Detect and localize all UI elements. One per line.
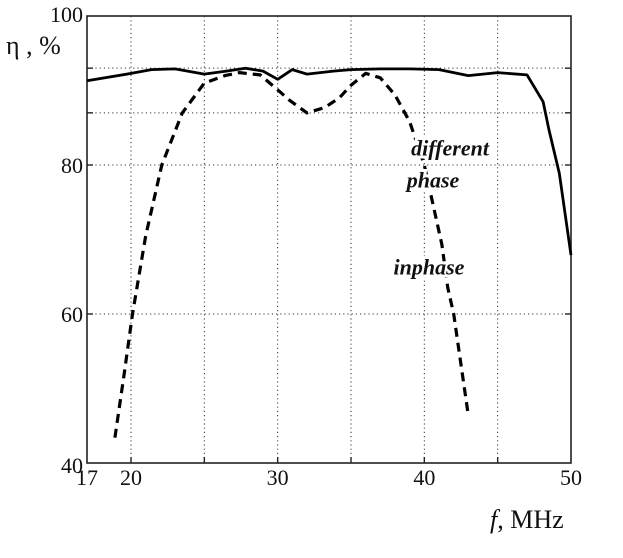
- y-tick-label: 100: [50, 2, 83, 27]
- y-tick-labels: 40 60 80 100: [50, 2, 83, 478]
- axis-ticks: [87, 67, 571, 463]
- x-tick-label: 30: [267, 465, 289, 490]
- y-tick-label: 60: [61, 302, 83, 327]
- x-axis-label-symbol: f: [490, 505, 501, 534]
- series-line-different-phase: [86, 66, 573, 256]
- x-tick-labels: 17 20 30 40 50: [76, 465, 582, 490]
- x-tick-label: 50: [560, 465, 582, 490]
- plot-frame: [86, 15, 572, 464]
- x-tick-label: 40: [413, 465, 435, 490]
- annotation-label: inphase: [394, 255, 465, 280]
- x-axis-label: f, MHz: [490, 505, 564, 534]
- x-tick-label: 20: [120, 465, 142, 490]
- annotations: different phase inphase: [391, 132, 493, 282]
- y-axis-label: η , %: [6, 31, 61, 60]
- annotation-label: phase: [405, 167, 460, 192]
- y-tick-label: 40: [61, 453, 83, 478]
- x-tick-label: 17: [76, 465, 98, 490]
- series: [86, 66, 573, 438]
- annotation-label: different: [411, 135, 490, 160]
- grid-lines: [87, 16, 571, 463]
- series-line-inphase: [113, 70, 470, 438]
- x-axis-label-unit: , MHz: [497, 505, 563, 534]
- y-tick-label: 80: [61, 153, 83, 178]
